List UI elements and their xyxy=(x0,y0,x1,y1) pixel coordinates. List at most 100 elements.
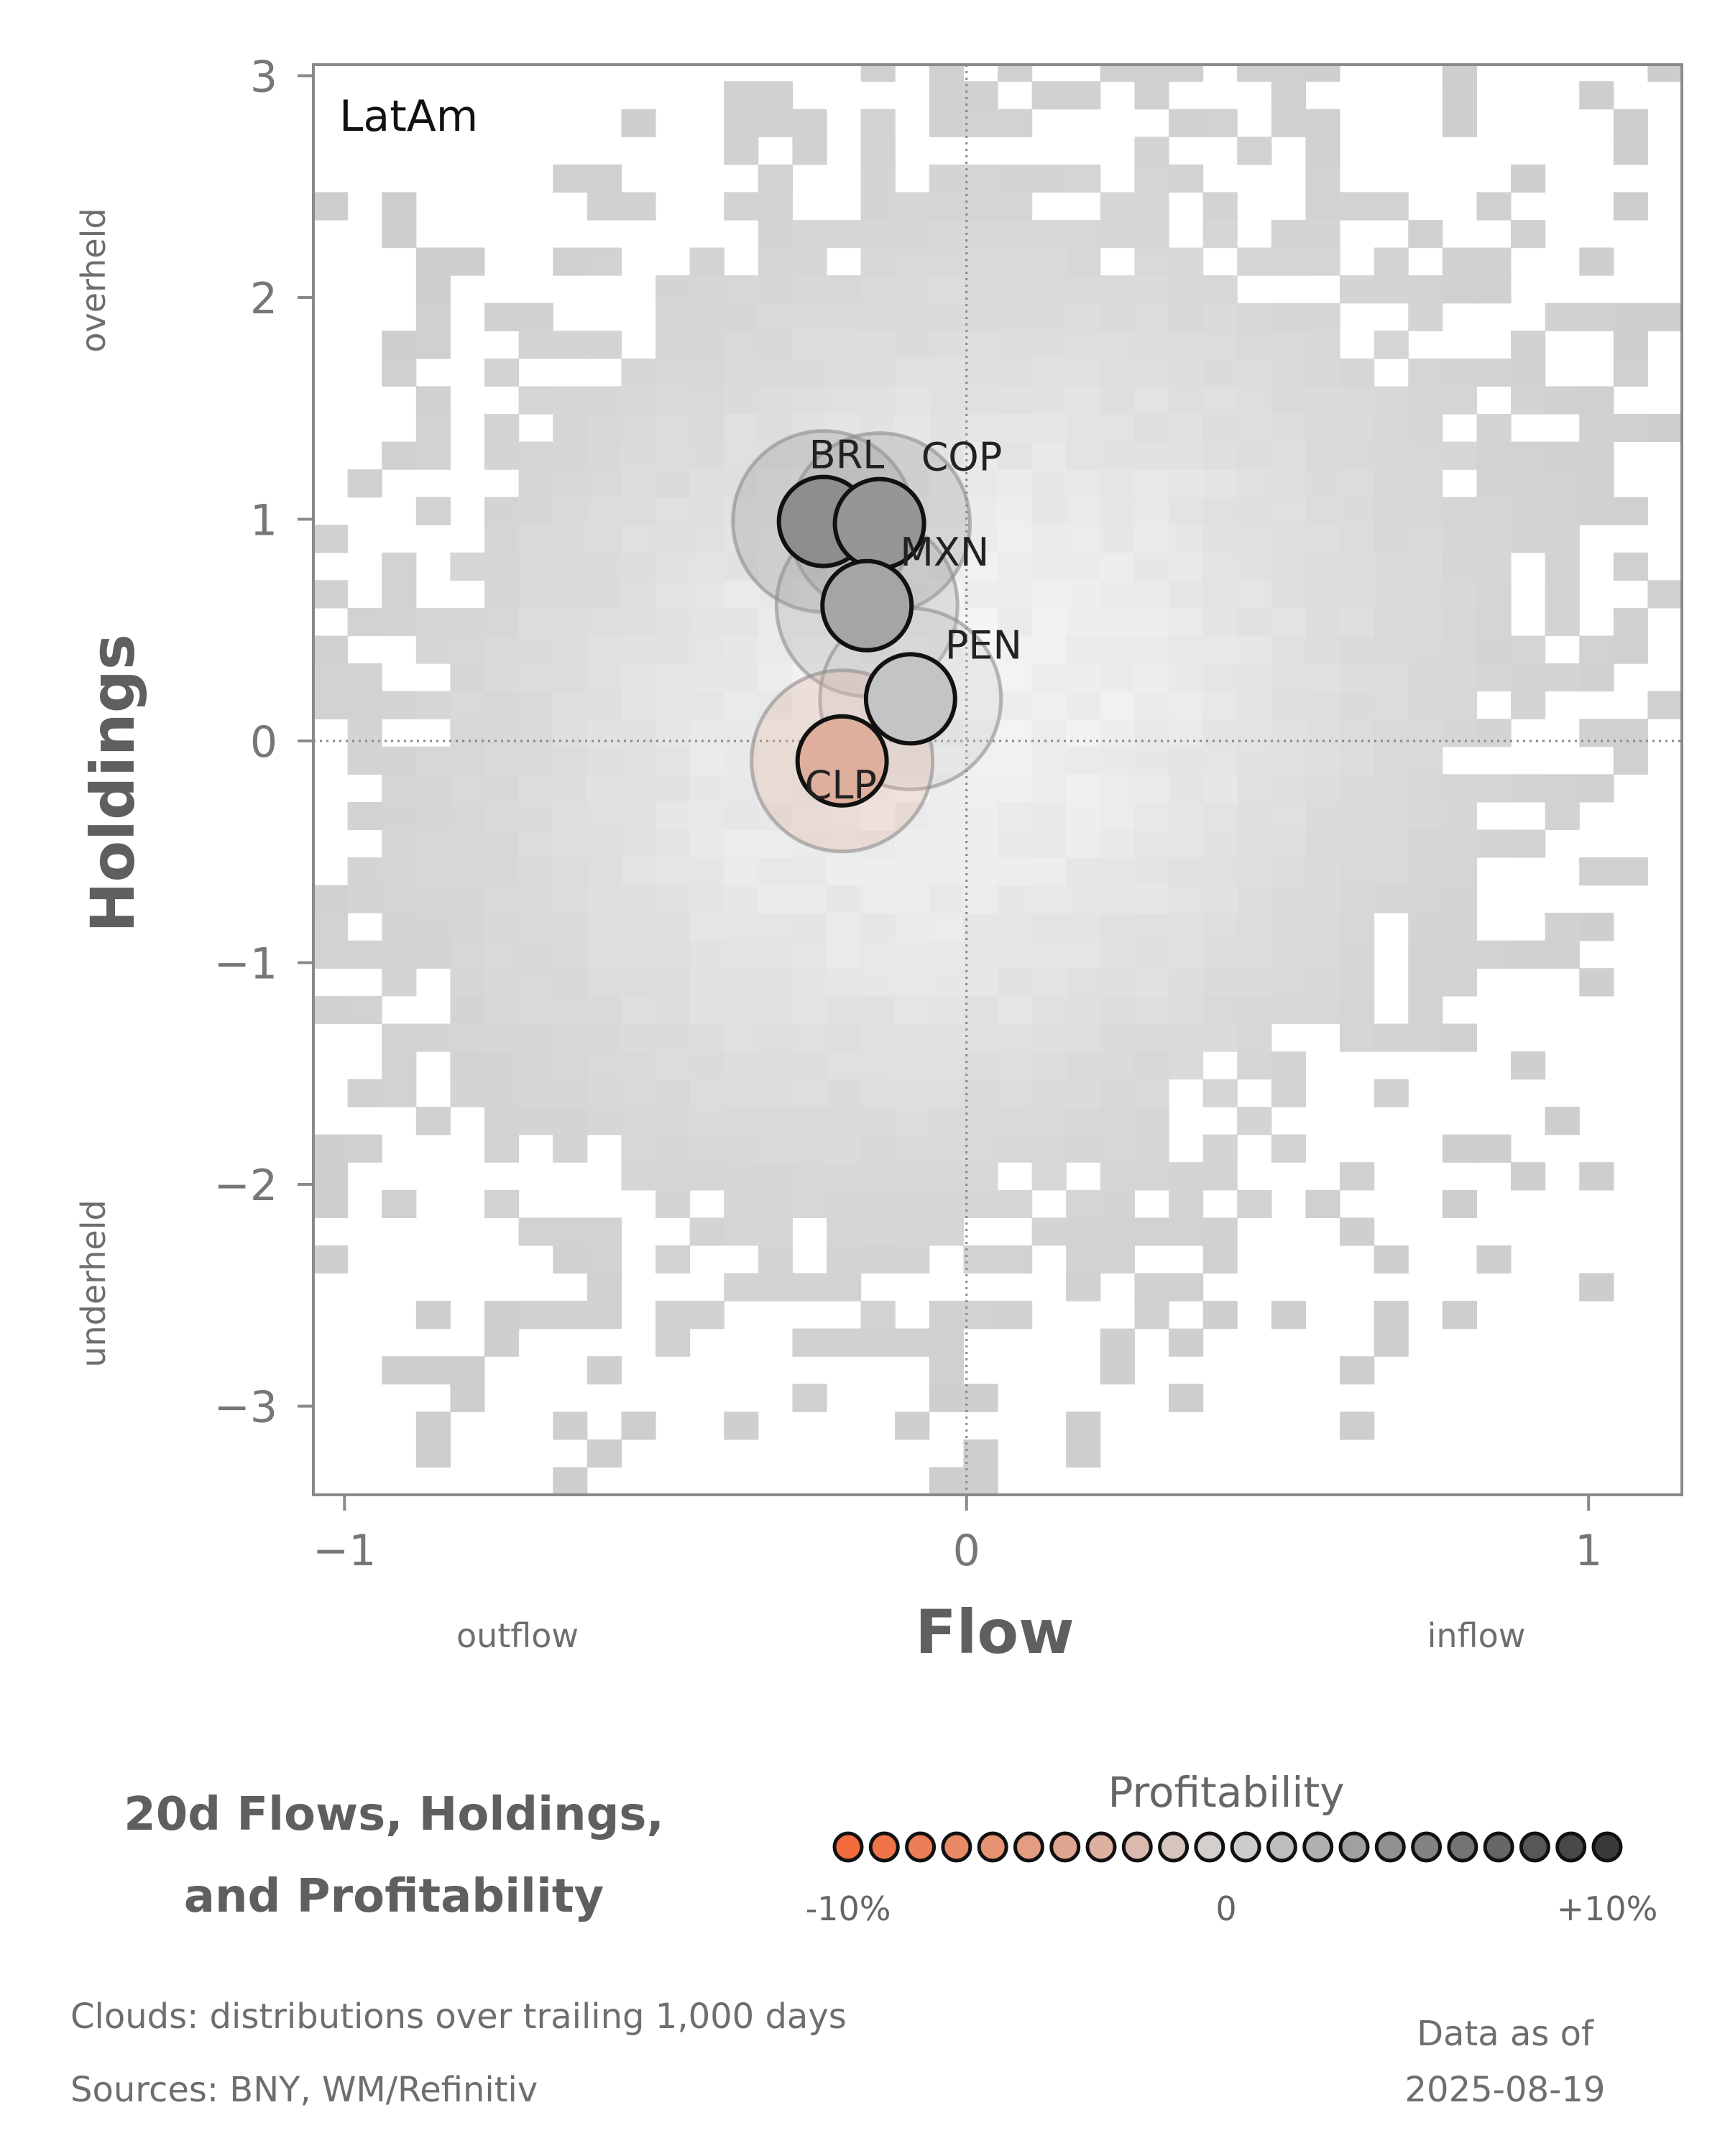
cloud-cell xyxy=(347,607,382,637)
cloud-cell xyxy=(1408,303,1443,331)
cloud-cell xyxy=(1511,220,1546,249)
cloud-cell xyxy=(1271,580,1306,609)
cloud-cell xyxy=(382,1356,417,1385)
point-label-pen: PEN xyxy=(945,622,1022,668)
cloud-cell xyxy=(382,857,417,886)
cloud-cell xyxy=(1169,968,1204,997)
cloud-cell xyxy=(963,801,998,831)
cloud-cell xyxy=(827,663,862,692)
cloud-cell xyxy=(621,857,656,886)
cloud-cell xyxy=(895,1328,930,1357)
cloud-cell xyxy=(347,746,382,775)
cloud-cell xyxy=(998,552,1033,581)
cloud-cell xyxy=(1100,331,1135,359)
cloud-cell xyxy=(895,940,930,969)
cloud-cell xyxy=(1100,1079,1135,1107)
cloud-cell xyxy=(758,247,793,276)
cloud-cell xyxy=(1031,552,1067,581)
cloud-cell xyxy=(484,885,520,913)
legend-max-label: +10% xyxy=(1557,1889,1658,1928)
cloud-cell xyxy=(553,1107,588,1135)
cloud-cell xyxy=(1476,1134,1512,1163)
cloud-cell xyxy=(1579,497,1614,525)
cloud-cell xyxy=(929,413,964,443)
cloud-cell xyxy=(895,913,930,941)
cloud-cell xyxy=(656,829,691,858)
cloud-cell xyxy=(1579,247,1614,276)
cloud-cell xyxy=(1237,1189,1272,1218)
legend-dot xyxy=(1555,1831,1587,1863)
x-tick-label: 1 xyxy=(1575,1526,1602,1576)
cloud-cell xyxy=(998,413,1033,443)
cloud-cell xyxy=(1066,497,1101,525)
cloud-cell xyxy=(1031,469,1067,498)
cloud-cell xyxy=(1066,1439,1101,1468)
cloud-cell xyxy=(1442,109,1477,137)
cloud-cell xyxy=(1134,829,1169,858)
cloud-cell xyxy=(621,663,656,692)
cloud-cell xyxy=(484,913,520,941)
cloud-cell xyxy=(827,303,862,331)
cloud-cell xyxy=(1340,192,1375,221)
cloud-cell xyxy=(553,164,588,193)
cloud-cell xyxy=(963,940,998,969)
cloud-cell xyxy=(1031,885,1067,913)
cloud-cell xyxy=(1476,635,1512,664)
cloud-cell xyxy=(1100,580,1135,609)
cloud-cell xyxy=(860,1107,896,1135)
cloud-cell xyxy=(1031,1079,1067,1107)
cloud-cell xyxy=(347,469,382,498)
cloud-cell xyxy=(415,774,451,803)
cloud-cell xyxy=(1442,1134,1477,1163)
cloud-cell xyxy=(1100,386,1135,415)
cloud-cell xyxy=(1237,303,1272,331)
cloud-cell xyxy=(1066,607,1101,637)
cloud-cell xyxy=(1134,885,1169,913)
cloud-cell xyxy=(1442,1189,1477,1218)
cloud-cell xyxy=(758,913,793,941)
legend-title: Profitability xyxy=(1108,1768,1344,1817)
cloud-cell xyxy=(1271,469,1306,498)
cloud-cell xyxy=(656,1079,691,1107)
cloud-cell xyxy=(415,885,451,913)
cloud-cell xyxy=(1237,441,1272,470)
cloud-cell xyxy=(1442,358,1477,387)
cloud-cell xyxy=(1271,413,1306,443)
cloud-cell xyxy=(586,331,622,359)
cloud-cell xyxy=(553,1134,588,1163)
cloud-cell xyxy=(621,940,656,969)
cloud-cell xyxy=(1271,497,1306,525)
cloud-cell xyxy=(586,635,622,664)
cloud-cell xyxy=(621,469,656,498)
cloud-cell xyxy=(1305,885,1340,913)
cloud-cell xyxy=(1100,1134,1135,1163)
cloud-cell xyxy=(553,1411,588,1440)
cloud-cell xyxy=(553,331,588,359)
cloud-cell xyxy=(1374,746,1409,775)
cloud-cell xyxy=(450,995,485,1024)
cloud-cell xyxy=(758,719,793,747)
cloud-cell xyxy=(621,885,656,913)
cloud-cell xyxy=(724,137,759,165)
cloud-cell xyxy=(1066,940,1101,969)
cloud-cell xyxy=(792,247,827,276)
cloud-cell xyxy=(1340,580,1375,609)
cloud-cell xyxy=(484,774,520,803)
cloud-cell xyxy=(792,885,827,913)
cloud-cell xyxy=(1271,65,1306,82)
cloud-cell xyxy=(518,1301,553,1330)
cloud-cell xyxy=(929,801,964,831)
cloud-cell xyxy=(1408,386,1443,415)
cloud-cell xyxy=(792,1051,827,1080)
cloud-cell xyxy=(827,1023,862,1052)
cloud-cell xyxy=(758,968,793,997)
cloud-cell xyxy=(1134,331,1169,359)
cloud-cell xyxy=(415,247,451,276)
cloud-cell xyxy=(724,525,759,553)
cloud-cell xyxy=(1374,607,1409,637)
cloud-cell xyxy=(1202,719,1238,747)
cloud-cell xyxy=(963,331,998,359)
cloud-cell xyxy=(1408,663,1443,692)
cloud-cell xyxy=(518,1079,553,1107)
